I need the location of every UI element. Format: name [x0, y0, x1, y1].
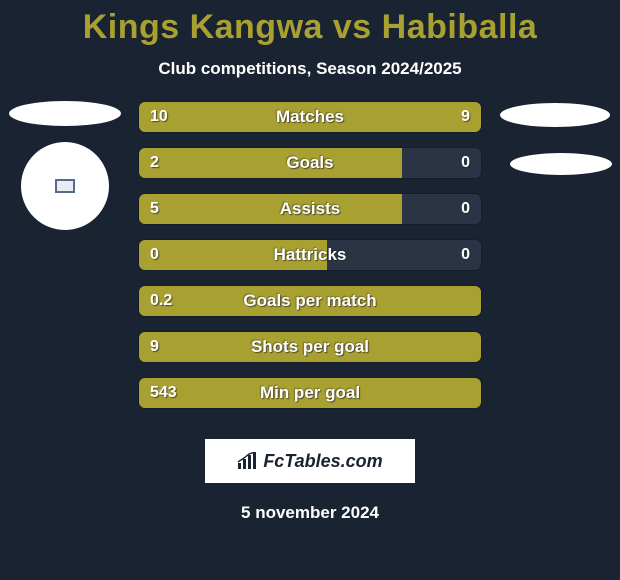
- bar-value-right: 0: [461, 148, 470, 178]
- comparison-bar-row: Min per goal543: [138, 377, 482, 409]
- bar-label: Matches: [139, 102, 481, 132]
- player-badge-placeholder: [500, 103, 610, 127]
- bar-value-right: 0: [461, 240, 470, 270]
- site-logo-text: FcTables.com: [263, 451, 382, 472]
- chart-icon: [237, 452, 259, 470]
- bar-label: Goals: [139, 148, 481, 178]
- bar-value-left: 5: [150, 194, 159, 224]
- bar-value-left: 543: [150, 378, 177, 408]
- bar-label: Shots per goal: [139, 332, 481, 362]
- avatar: [21, 142, 109, 230]
- comparison-bar-row: Hattricks0 0: [138, 239, 482, 271]
- bar-value-right: 9: [461, 102, 470, 132]
- bar-value-left: 0.2: [150, 286, 172, 316]
- bar-label: Hattricks: [139, 240, 481, 270]
- bar-label: Min per goal: [139, 378, 481, 408]
- site-logo: FcTables.com: [205, 439, 415, 483]
- bar-value-right: 0: [461, 194, 470, 224]
- comparison-bar-row: Matches10 9: [138, 101, 482, 133]
- comparison-bar-row: Assists5 0: [138, 193, 482, 225]
- comparison-bar-row: Shots per goal9: [138, 331, 482, 363]
- comparison-bars: Matches109Goals20Assists50Hattricks00Goa…: [138, 101, 482, 423]
- avatar-placeholder-icon: [55, 179, 75, 193]
- subtitle: Club competitions, Season 2024/2025: [0, 59, 620, 79]
- player-badge-placeholder: [510, 153, 612, 175]
- page-title: Kings Kangwa vs Habiballa: [0, 0, 620, 47]
- bar-label: Assists: [139, 194, 481, 224]
- left-player-col: [0, 101, 130, 230]
- bar-value-left: 2: [150, 148, 159, 178]
- bar-value-left: 0: [150, 240, 159, 270]
- player-badge-placeholder: [9, 101, 121, 126]
- comparison-section: Matches109Goals20Assists50Hattricks00Goa…: [0, 101, 620, 421]
- bar-label: Goals per match: [139, 286, 481, 316]
- comparison-bar-row: Goals2 0: [138, 147, 482, 179]
- right-player-col: [490, 101, 620, 175]
- bar-value-left: 10: [150, 102, 168, 132]
- comparison-bar-row: Goals per match0.2: [138, 285, 482, 317]
- bar-value-left: 9: [150, 332, 159, 362]
- date-line: 5 november 2024: [0, 503, 620, 523]
